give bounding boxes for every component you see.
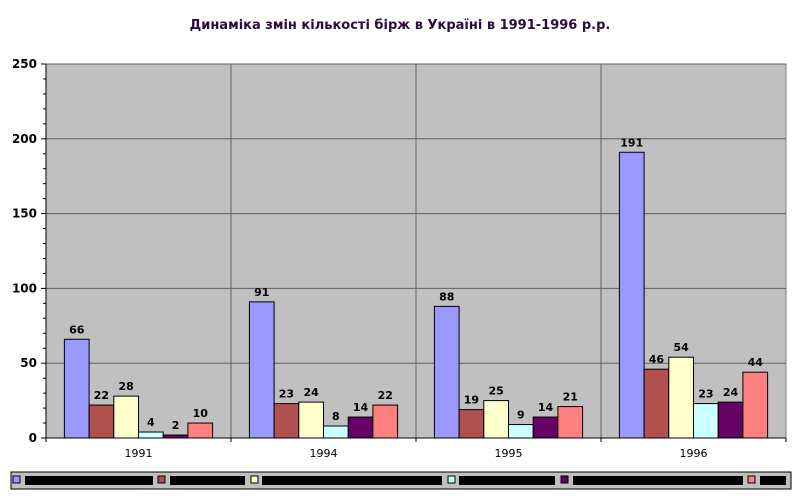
data-label: 14 [353, 401, 369, 414]
legend-marker [447, 475, 456, 484]
y-tick-label: 100 [12, 281, 37, 295]
bar [532, 416, 559, 439]
bar [63, 338, 90, 439]
data-label: 28 [118, 380, 133, 393]
bar [508, 424, 534, 439]
data-label: 24 [303, 386, 319, 399]
gridlines [46, 63, 786, 438]
data-label: 24 [723, 386, 739, 399]
data-labels: 66 91 88 191 22 23 19 46 28 24 25 54 4 8 9 23 2 14 14 24 10 2… [69, 136, 763, 432]
bar [618, 151, 645, 439]
y-tick-label: 150 [12, 207, 37, 221]
bar [372, 404, 399, 439]
data-label: 88 [439, 290, 454, 303]
bar [138, 431, 164, 439]
bar [643, 368, 670, 439]
bars [63, 151, 769, 439]
legend-entry-bar [262, 476, 442, 485]
data-label: 21 [563, 391, 578, 404]
bar [88, 404, 115, 439]
bar [483, 400, 509, 439]
bar [187, 422, 214, 439]
data-label: 66 [69, 323, 85, 336]
data-label: 44 [748, 356, 764, 369]
legend-entry-bar [459, 476, 555, 485]
legend-entry-bar [573, 476, 743, 485]
legend-entry-bar [25, 476, 153, 485]
data-label: 25 [488, 385, 503, 398]
data-label: 9 [517, 409, 525, 422]
legend-marker [250, 475, 259, 484]
bar [693, 403, 719, 439]
bar [458, 409, 485, 439]
data-label: 8 [332, 410, 340, 423]
legend-marker [12, 475, 21, 484]
data-label: 23 [698, 388, 713, 401]
y-tick-label: 200 [12, 132, 37, 146]
y-tick-label: 250 [12, 57, 37, 71]
bar [557, 406, 584, 439]
bar [433, 305, 460, 439]
x-tick-label: 1994 [310, 447, 338, 460]
legend-marker [560, 475, 569, 484]
data-label: 54 [673, 341, 689, 354]
bar [273, 403, 300, 439]
data-label: 19 [464, 394, 479, 407]
legend [10, 471, 792, 490]
bar [668, 356, 694, 439]
legend-marker [747, 475, 756, 484]
x-tick-label: 1991 [125, 447, 153, 460]
bar [347, 416, 374, 439]
data-label: 46 [649, 353, 665, 366]
x-tick-label: 1995 [495, 447, 523, 460]
y-tick-label: 0 [29, 431, 37, 445]
bar [298, 401, 324, 439]
bar [323, 425, 349, 439]
data-label: 2 [172, 419, 180, 432]
data-label: 22 [378, 389, 393, 402]
bar [248, 301, 275, 439]
bar [717, 401, 744, 439]
bar [742, 371, 769, 439]
legend-entry-bar [170, 476, 245, 485]
data-label: 191 [620, 136, 643, 149]
data-label: 4 [147, 416, 155, 429]
legend-marker [157, 475, 166, 484]
data-label: 10 [193, 407, 209, 420]
bar [113, 395, 140, 439]
data-label: 23 [279, 388, 294, 401]
chart-title: Динаміка змін кількості бірж в Україні в… [190, 18, 611, 33]
x-tick-label: 1996 [680, 447, 708, 460]
data-label: 22 [94, 389, 109, 402]
data-label: 91 [254, 286, 269, 299]
legend-entry-bar [760, 476, 786, 485]
data-label: 14 [538, 401, 554, 414]
y-tick-label: 50 [20, 356, 37, 370]
